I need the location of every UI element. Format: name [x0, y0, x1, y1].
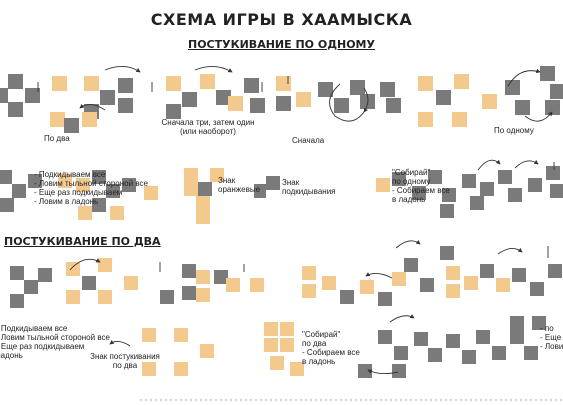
- s1-group-1: [0, 74, 67, 117]
- caption-s2-sobirai-4: в ладонь: [302, 357, 336, 366]
- s2-row-b: [142, 316, 546, 378]
- caption-podkid-2: - Ловим тыльной стороной все: [34, 179, 148, 188]
- section-title-one-by-one: ПОСТУКИВАНИЕ ПО ОДНОМУ: [188, 38, 375, 51]
- caption-znak-oranzh-2: оранжевые: [218, 185, 261, 194]
- s1-group-5: [418, 66, 563, 127]
- caption-s2-podkid-1: - Подкидываем все: [0, 324, 68, 333]
- caption-snachala: Сначала: [292, 136, 325, 145]
- caption-snachala-tri-line1: Сначала три, затем один: [161, 118, 255, 127]
- caption-right-cut-1: - по: [540, 324, 554, 333]
- caption-s2-podkid-3: - Еще раз подкидываем: [0, 342, 85, 351]
- section-title-two-by-two: ПОСТУКИВАНИЕ ПО ДВА: [4, 235, 161, 248]
- s1-group-3: [166, 74, 265, 119]
- s1-row-b-left: [0, 170, 158, 220]
- caption-sobirai-3: - Собираем все: [392, 186, 450, 195]
- caption-znak-podkid-1: Знак: [282, 178, 300, 187]
- caption-sobirai-1: "Собирай": [392, 168, 431, 177]
- caption-sobirai: "Собирай" по одному - Собираем все в лад…: [392, 168, 450, 204]
- caption-snachala-tri-line2: (или наоборот): [180, 127, 236, 136]
- caption-sobirai-2: по одному: [392, 177, 431, 186]
- caption-znak-oranzh: Знак оранжевые: [218, 176, 260, 194]
- s1-row-b-center: [184, 168, 280, 224]
- caption-podkidyvaem-block: - Подкидываем все - Ловим тыльной сторон…: [34, 170, 148, 206]
- caption-right-cut-3: - Ловим: [540, 342, 563, 351]
- s2-row-a: [10, 258, 264, 308]
- caption-s2-podkid-4: ладонь: [0, 351, 23, 360]
- caption-s2-sobirai-3: - Собираем все: [302, 348, 360, 357]
- caption-znak-oranzh-1: Знак: [218, 176, 236, 185]
- caption-s2-podkid-block: - Подкидываем все - Ловим тыльной сторон…: [0, 324, 110, 360]
- diagram-title: СХЕМА ИГРЫ В ХААМЫСКА: [150, 10, 413, 29]
- caption-po-dva: По два: [44, 134, 70, 143]
- caption-podkid-1: - Подкидываем все: [34, 170, 106, 179]
- caption-podkid-4: - Ловим в ладонь: [34, 197, 99, 206]
- caption-s2-sobirai-1: "Собирай": [302, 330, 341, 339]
- caption-podkid-3: - Еще раз подкидываем: [34, 188, 123, 197]
- s1-group-4: [276, 76, 401, 113]
- caption-s2-sobirai-2: по два: [302, 339, 327, 348]
- caption-s2-sobirai: "Собирай" по два - Собираем все в ладонь: [302, 330, 360, 366]
- caption-znak-podkid-2: подкидывания: [282, 187, 336, 196]
- caption-s2-podkid-2: - Ловим тыльной стороной все: [0, 333, 110, 342]
- caption-znak-postuk-1: Знак постукивания: [90, 352, 160, 361]
- caption-znak-postuk-2: по два: [112, 361, 138, 370]
- caption-snachala-tri: Сначала три, затем один (или наоборот): [156, 118, 260, 136]
- caption-sobirai-4: в ладонь: [392, 195, 426, 204]
- s1-row-b-right: [376, 166, 563, 218]
- caption-znak-podkid: Знак подкидывания: [282, 178, 336, 196]
- s1-group-2: [50, 76, 133, 133]
- caption-po-odnomu: По одному: [494, 126, 534, 135]
- caption-znak-postuk: Знак постукивания по два: [80, 352, 170, 370]
- caption-right-cut: - по - Еще - Ловим: [540, 324, 563, 351]
- caption-right-cut-2: - Еще: [540, 333, 562, 342]
- s2-row-a-right: [302, 246, 562, 306]
